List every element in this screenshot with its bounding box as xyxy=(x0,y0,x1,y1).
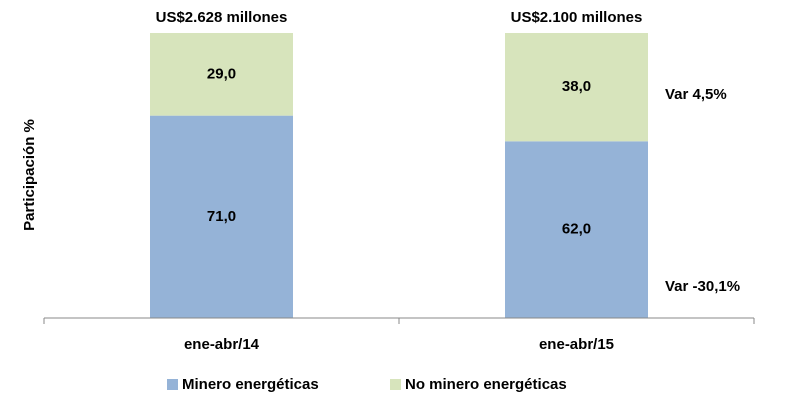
bar-segment xyxy=(150,33,293,116)
legend-label: No minero energéticas xyxy=(405,376,567,393)
bar-segment xyxy=(150,115,293,319)
annotation: Var -30,1% xyxy=(665,278,740,295)
x-tick-label: ene-abr/15 xyxy=(539,336,614,353)
bar-total-label: US$2.628 millones xyxy=(156,9,288,26)
y-axis-label: Participación % xyxy=(21,119,38,231)
legend-label: Minero energéticas xyxy=(182,376,319,393)
value-label: 29,0 xyxy=(207,65,236,82)
bar-segment xyxy=(505,141,648,318)
value-label: 62,0 xyxy=(562,221,591,238)
value-label: 38,0 xyxy=(562,78,591,95)
legend-swatch xyxy=(390,379,401,390)
value-label: 71,0 xyxy=(207,208,236,225)
annotation: Var 4,5% xyxy=(665,86,727,103)
x-tick-label: ene-abr/14 xyxy=(184,336,260,353)
bar-segment xyxy=(505,33,648,142)
legend-swatch xyxy=(167,379,178,390)
bar-total-label: US$2.100 millones xyxy=(511,9,643,26)
